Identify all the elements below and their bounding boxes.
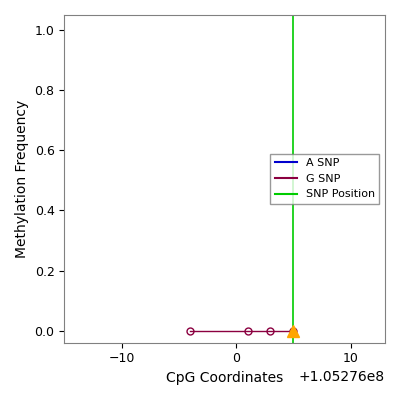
Legend: A SNP, G SNP, SNP Position: A SNP, G SNP, SNP Position (270, 154, 380, 204)
Y-axis label: Methylation Frequency: Methylation Frequency (15, 100, 29, 258)
X-axis label: CpG Coordinates: CpG Coordinates (166, 371, 283, 385)
